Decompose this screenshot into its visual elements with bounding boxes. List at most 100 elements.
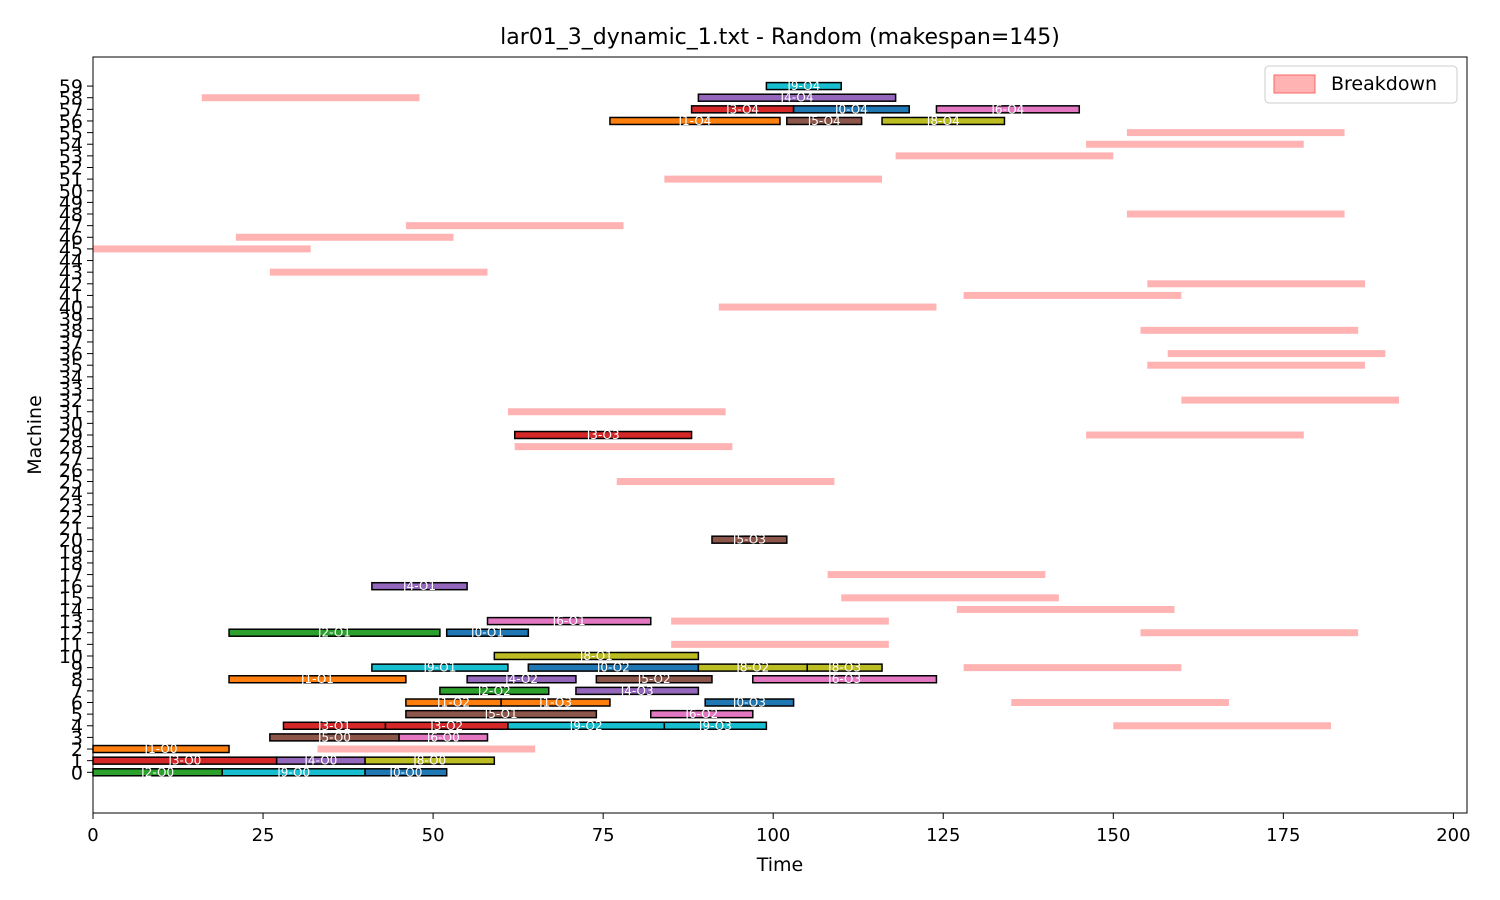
x-tick-label: 150 xyxy=(1096,825,1130,846)
breakdown-bar-machine-51 xyxy=(664,175,883,183)
operation-label-j9-o1: J9-O1 xyxy=(422,661,456,675)
operation-label-j0-o0: J0-O0 xyxy=(388,765,422,779)
y-tick-label: 15 xyxy=(59,588,83,610)
operation-bar-j4-o4 xyxy=(697,93,897,102)
operation-label-j2-o1: J2-O1 xyxy=(317,626,351,640)
breakdown-bar-machine-47 xyxy=(405,222,624,230)
breakdown-bar-machine-11 xyxy=(671,640,889,648)
operation-label-j9-o0: J9-O0 xyxy=(276,765,310,779)
breakdown-bar-machine-25 xyxy=(616,478,835,486)
operation-bar-j6-o4 xyxy=(935,105,1081,114)
operation-label-j6-o1: J6-O1 xyxy=(552,614,586,628)
y-tick-label: 51 xyxy=(59,169,83,191)
operation-label-j5-o1: J5-O1 xyxy=(484,707,518,721)
operation-label-j1-o1: J1-O1 xyxy=(300,672,334,686)
operation-label-j3-o3: J3-O3 xyxy=(586,428,620,442)
breakdown-bar-machine-28 xyxy=(514,443,733,451)
breakdown-bar-machine-32 xyxy=(1181,396,1399,404)
x-tick-label: 100 xyxy=(756,825,790,846)
y-tick-label: 13 xyxy=(59,611,83,633)
operation-label-j3-o0: J3-O0 xyxy=(167,754,201,768)
operation-label-j5-o4: J5-O4 xyxy=(807,114,841,128)
operation-label-j3-o2: J3-O2 xyxy=(429,719,463,733)
legend-label-breakdown: Breakdown xyxy=(1331,73,1437,95)
operation-bar-j1-o4 xyxy=(609,116,781,126)
breakdown-bar-machine-43 xyxy=(269,268,488,276)
chart-title: lar01_3_dynamic_1.txt - Random (makespan… xyxy=(500,25,1060,50)
operation-label-j1-o4: J1-O4 xyxy=(678,114,712,128)
operation-label-j5-o2: J5-O2 xyxy=(637,672,671,686)
y-tick-label: 24 xyxy=(59,483,83,505)
y-tick-label: 46 xyxy=(59,227,83,249)
operation-label-j8-o0: J8-O0 xyxy=(412,754,446,768)
y-tick-label: 25 xyxy=(59,472,83,494)
legend: Breakdown xyxy=(1264,65,1458,104)
y-tick-label: 33 xyxy=(59,378,83,400)
operation-label-j2-o2: J2-O2 xyxy=(477,684,511,698)
breakdown-bar-machine-12 xyxy=(1140,629,1359,637)
y-tick-label: 52 xyxy=(59,157,83,179)
y-tick-label: 11 xyxy=(59,634,83,656)
y-tick-label: 3 xyxy=(71,727,83,749)
breakdown-bar-machine-54 xyxy=(1086,140,1304,148)
operation-bar-j8-o4 xyxy=(881,116,1006,126)
operation-bar-j3-o3 xyxy=(513,430,693,440)
y-tick-label: 31 xyxy=(59,402,83,424)
x-tick-label: 200 xyxy=(1436,825,1470,846)
y-tick-label: 12 xyxy=(59,623,83,645)
operation-label-j5-o3: J5-O3 xyxy=(732,533,766,547)
breakdown-bar-machine-29 xyxy=(1086,431,1304,439)
breakdown-bar-machine-46 xyxy=(235,233,454,241)
y-tick-label: 44 xyxy=(59,251,83,273)
operation-bar-j4-o3 xyxy=(575,686,700,696)
operation-label-j3-o4: J3-O4 xyxy=(725,102,759,116)
y-tick-label: 9 xyxy=(71,658,83,680)
operation-bar-j9-o1 xyxy=(371,663,509,672)
y-tick-label: 45 xyxy=(59,239,83,261)
operation-bar-j6-o3 xyxy=(752,675,938,684)
operation-bar-j9-o3 xyxy=(663,721,768,731)
y-tick-label: 4 xyxy=(71,716,83,738)
operation-label-j4-o2: J4-O2 xyxy=(504,672,538,686)
operation-label-j2-o0: J2-O0 xyxy=(140,765,174,779)
x-tick-label: 175 xyxy=(1266,825,1300,846)
operation-bar-j6-o0 xyxy=(398,733,489,742)
y-tick-label: 8 xyxy=(71,669,83,691)
operation-bar-j8-o1 xyxy=(493,651,700,661)
y-tick-label: 56 xyxy=(59,111,83,133)
breakdown-bar-machine-6 xyxy=(1011,699,1229,706)
breakdown-bar-machine-41 xyxy=(963,291,1182,299)
y-tick-label: 38 xyxy=(59,320,83,342)
x-axis: 0 25 50 75 100 125 150 175 200 xyxy=(87,813,1471,846)
operation-bar-j6-o1 xyxy=(486,616,652,626)
operation-bar-j4-o2 xyxy=(466,675,577,684)
operation-label-j6-o4: J6-O4 xyxy=(990,102,1024,116)
operation-label-j4-o1: J4-O1 xyxy=(402,579,436,593)
operation-bar-j1-o3 xyxy=(500,698,611,707)
y-tick-label: 37 xyxy=(59,332,83,354)
operation-label-j1-o3: J1-O3 xyxy=(538,696,572,710)
breakdown-bar-machine-45 xyxy=(93,245,311,253)
operation-bar-j1-o1 xyxy=(228,675,407,684)
y-tick-label: 47 xyxy=(59,216,83,238)
operation-label-j9-o3: J9-O3 xyxy=(698,719,732,733)
operation-label-j6-o0: J6-O0 xyxy=(426,730,460,744)
operation-bar-j8-o3 xyxy=(806,663,883,672)
operation-label-j4-o3: J4-O3 xyxy=(620,684,654,698)
breakdown-layer xyxy=(93,94,1399,753)
operation-bar-j5-o4 xyxy=(786,116,863,126)
breakdown-bar-machine-15 xyxy=(841,594,1059,602)
x-tick-label: 125 xyxy=(926,825,960,846)
breakdown-bar-machine-53 xyxy=(895,152,1114,160)
y-axis-label: Machine xyxy=(24,395,46,475)
y-tick-label: 22 xyxy=(59,506,83,528)
breakdown-bar-machine-40 xyxy=(718,303,937,311)
breakdown-bar-machine-38 xyxy=(1140,326,1359,334)
y-tick-label: 27 xyxy=(59,448,83,470)
operation-bar-j0-o3 xyxy=(704,698,795,707)
breakdown-bar-machine-58 xyxy=(201,94,420,102)
y-tick-label: 20 xyxy=(59,530,83,552)
y-tick-label: 29 xyxy=(59,425,83,447)
y-tick-label: 10 xyxy=(59,646,83,668)
